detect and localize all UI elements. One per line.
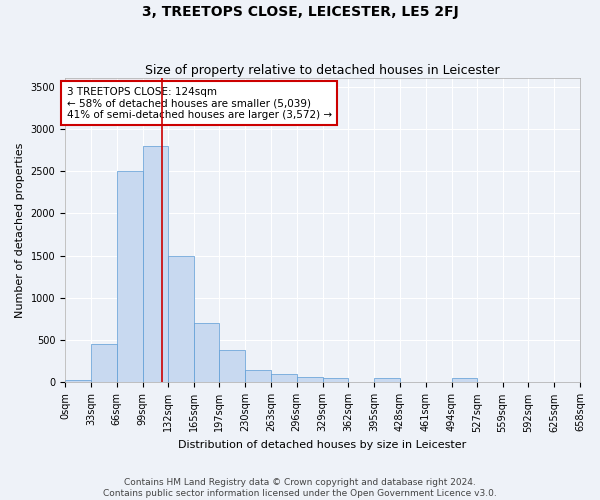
Bar	[143, 146, 169, 382]
Bar	[194, 324, 219, 382]
Bar	[116, 171, 143, 382]
X-axis label: Distribution of detached houses by size in Leicester: Distribution of detached houses by size …	[178, 440, 467, 450]
Bar	[296, 378, 323, 382]
Y-axis label: Number of detached properties: Number of detached properties	[15, 142, 25, 318]
Bar	[323, 378, 349, 382]
Bar	[374, 378, 400, 382]
Text: 3, TREETOPS CLOSE, LEICESTER, LE5 2FJ: 3, TREETOPS CLOSE, LEICESTER, LE5 2FJ	[142, 5, 458, 19]
Bar	[452, 378, 478, 382]
Bar	[271, 374, 296, 382]
Title: Size of property relative to detached houses in Leicester: Size of property relative to detached ho…	[145, 64, 500, 77]
Bar	[91, 344, 116, 383]
Text: Contains HM Land Registry data © Crown copyright and database right 2024.
Contai: Contains HM Land Registry data © Crown c…	[103, 478, 497, 498]
Bar	[169, 256, 194, 382]
Bar	[245, 370, 271, 382]
Bar	[65, 380, 91, 382]
Bar	[219, 350, 245, 382]
Text: 3 TREETOPS CLOSE: 124sqm
← 58% of detached houses are smaller (5,039)
41% of sem: 3 TREETOPS CLOSE: 124sqm ← 58% of detach…	[67, 86, 332, 120]
